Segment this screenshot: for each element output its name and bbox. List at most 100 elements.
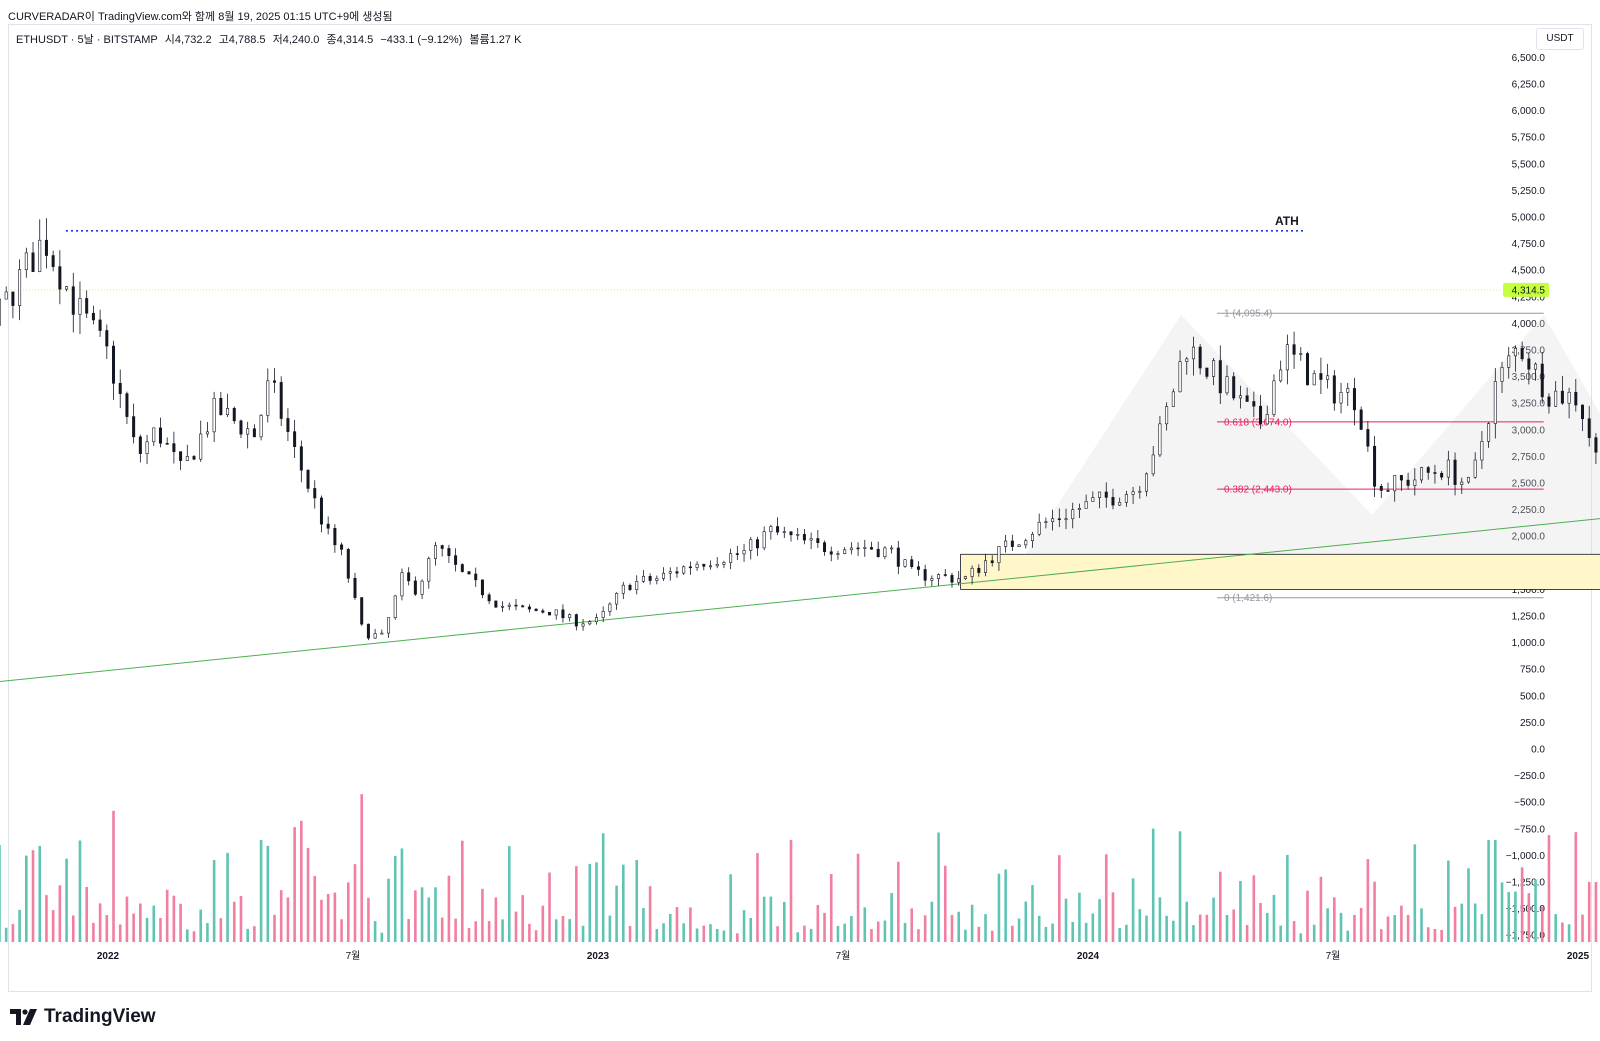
candle-body: [299, 446, 303, 471]
tradingview-logo-text: TradingView: [44, 1006, 156, 1027]
volume-bar: [45, 895, 48, 942]
volume-bar: [554, 919, 558, 942]
volume-bar: [226, 852, 229, 942]
candle-body: [682, 566, 686, 574]
candle-body: [1493, 381, 1497, 424]
volume-bar: [1547, 835, 1551, 942]
price-axis-label: −250.0: [1514, 771, 1545, 782]
candle-body: [1191, 346, 1195, 360]
candle-body: [1547, 396, 1551, 407]
candle-body: [1466, 477, 1470, 483]
volume-bar: [1386, 916, 1390, 942]
candle-body: [1178, 361, 1182, 393]
candle-body: [1366, 429, 1370, 447]
time-axis-label: 7월: [346, 950, 361, 962]
fib-level-label: 0.618 (3,074.0): [1224, 417, 1292, 428]
volume-bar: [836, 925, 840, 942]
candle-body: [400, 572, 404, 597]
volume-bar: [1379, 929, 1383, 942]
volume-bar: [414, 890, 417, 942]
volume-bar: [1111, 892, 1115, 942]
price-axis-label: 2,250.0: [1512, 505, 1546, 516]
volume-bar: [253, 926, 256, 942]
candle-body: [38, 239, 42, 272]
candle-body: [326, 523, 330, 529]
volume-bar: [98, 903, 102, 942]
price-axis-label: −1,750.0: [1506, 931, 1546, 942]
volume-bar: [246, 928, 249, 942]
candle-body: [890, 547, 894, 550]
candle-body: [809, 538, 813, 541]
volume-bar: [588, 863, 592, 942]
volume-bar: [380, 932, 384, 942]
volume-bar: [568, 919, 571, 942]
volume-bar: [212, 860, 216, 942]
candle-body: [1560, 390, 1564, 404]
price-axis-label: 1,250.0: [1512, 612, 1546, 623]
harmonic-pattern-shape: [1009, 314, 1373, 579]
volume-bar: [622, 864, 625, 942]
candle-body: [1446, 459, 1450, 478]
time-axis-label: 2023: [587, 951, 610, 962]
volume-bar: [300, 820, 303, 942]
candle-body: [615, 593, 619, 605]
volume-bar: [293, 827, 296, 942]
candle-body: [219, 397, 223, 416]
volume-bar: [18, 909, 21, 942]
monthly-demand-zone: [960, 553, 1600, 590]
candle-body: [474, 573, 478, 581]
symbol-info-bar[interactable]: ETHUSDT · 5날 · BITSTAMP 시4,732.2 고4,788.…: [16, 31, 525, 47]
candle-body: [353, 577, 357, 598]
candle-body: [1406, 479, 1410, 486]
candle-body: [1507, 355, 1511, 368]
volume-bar: [850, 915, 853, 942]
volume-bar: [132, 913, 135, 942]
volume-bar: [1058, 855, 1061, 942]
candle-body: [313, 488, 317, 499]
volume-bar: [1252, 875, 1256, 942]
candle-body: [527, 606, 531, 610]
currency-selector[interactable]: USDT: [1536, 28, 1584, 50]
volume-bar: [809, 928, 813, 942]
volume-bar: [1004, 869, 1007, 942]
candle-body: [387, 617, 391, 634]
price-axis-label: 250.0: [1520, 718, 1545, 729]
chart-frame: [8, 24, 1592, 992]
volume-bar: [1131, 878, 1135, 942]
volume-bar: [1205, 914, 1209, 942]
volume-bar: [1151, 828, 1155, 942]
volume-bar: [454, 918, 457, 942]
tradingview-logo[interactable]: TradingView: [10, 1006, 156, 1028]
price-axis-label: 5,000.0: [1512, 213, 1546, 224]
volume-bar: [71, 915, 75, 942]
volume-bar: [1473, 903, 1477, 942]
candle-body: [1265, 414, 1269, 425]
candle-body: [1473, 459, 1477, 478]
volume-bar: [856, 853, 860, 942]
candle-body: [1212, 360, 1216, 377]
volume-bar: [1212, 897, 1215, 942]
volume-bar: [1084, 922, 1088, 942]
candle-body: [346, 549, 350, 579]
volume-bar: [943, 865, 947, 942]
candle-body: [1352, 388, 1356, 411]
low-value: 저4,240.0: [272, 34, 320, 46]
volume-bar: [11, 923, 15, 942]
volume-bar: [232, 901, 236, 942]
symbol-name[interactable]: ETHUSDT · 5날 · BITSTAMP: [16, 34, 158, 46]
volume-bar: [1514, 891, 1517, 942]
volume-bar: [1158, 897, 1162, 942]
candle-body: [259, 415, 263, 438]
volume-bar: [749, 917, 753, 942]
volume-bar: [1259, 903, 1262, 942]
price-axis-label: −1,000.0: [1506, 851, 1546, 862]
candle-body: [621, 584, 625, 594]
volume-bar: [608, 915, 612, 942]
volume-bar: [105, 915, 109, 942]
candle-body: [179, 451, 183, 461]
volume-bar: [575, 866, 578, 942]
volume-bar: [400, 848, 404, 942]
volume-bar: [1218, 871, 1222, 942]
volume-bar: [930, 901, 934, 942]
